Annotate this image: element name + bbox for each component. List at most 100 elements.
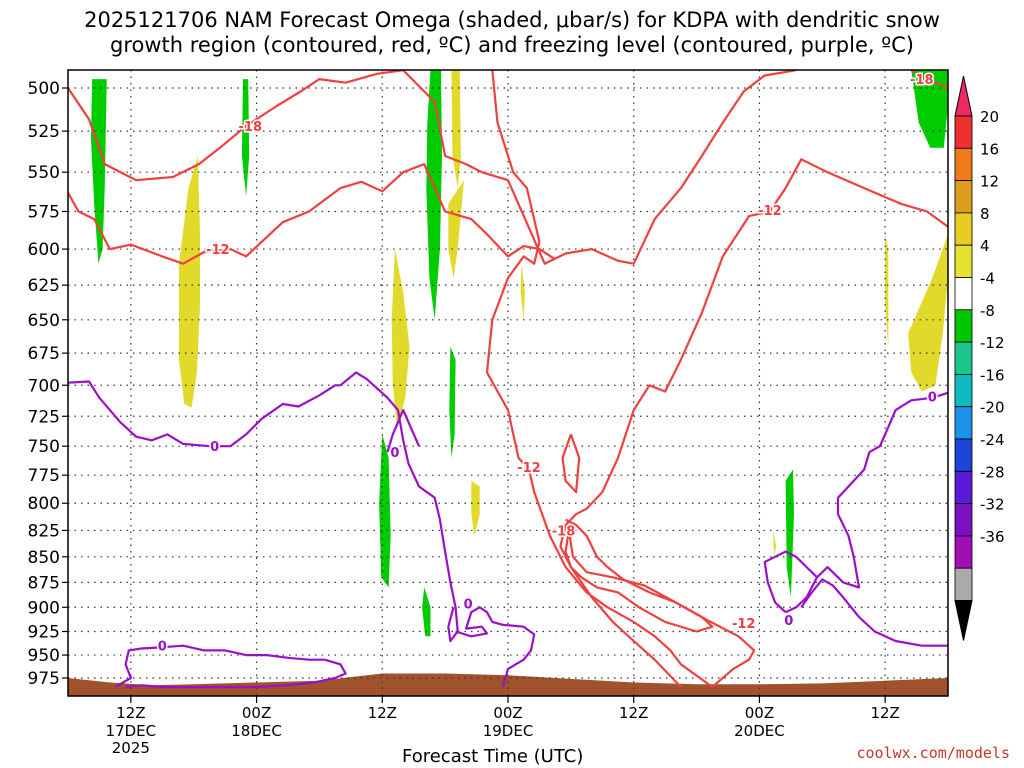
colorbar-box-3: [954, 180, 973, 214]
y-tick-label-575: 575: [28, 202, 60, 222]
y-tick-label-550: 550: [28, 163, 60, 183]
x-axis-label: Forecast Time (UTC): [402, 746, 584, 767]
colorbar-label-0: 20: [980, 108, 999, 126]
colorbar-label-6: -8: [980, 302, 995, 320]
contour-line-14: [800, 578, 948, 647]
colorbar-box-9: [954, 373, 973, 408]
credit-text: coolwx.com/models: [856, 744, 1010, 762]
omega-region-11: [520, 263, 525, 320]
omega-region-16: [911, 70, 948, 148]
colorbar-box-6: [954, 277, 973, 311]
omega-region-14: [885, 234, 889, 347]
y-tick-label-950: 950: [28, 646, 60, 666]
colorbar-label-1: 16: [980, 140, 999, 158]
omega-region-0: [91, 79, 107, 264]
x-tick-label-30: 12Z: [368, 704, 397, 722]
y-tick-label-750: 750: [28, 437, 60, 457]
terrain-shading: [68, 673, 948, 696]
y-tick-label-975: 975: [28, 669, 60, 689]
contour-line-9: [785, 391, 948, 614]
x-tick-label-6: 12Z: [116, 704, 145, 722]
x-tick-sublabel-42: 19DEC: [483, 722, 534, 740]
y-tick-label-525: 525: [28, 122, 60, 142]
y-tick-label-825: 825: [28, 521, 60, 541]
colorbar-label-8: -16: [980, 366, 1005, 384]
omega-region-2: [179, 156, 200, 408]
y-tick-label-800: 800: [28, 494, 60, 514]
contour-line-13: [114, 644, 347, 689]
contour-label-10: 0: [390, 446, 399, 461]
y-tick-label-500: 500: [28, 79, 60, 99]
contour-label-4: -12: [517, 461, 541, 476]
colorbar-bottom-triangle: [954, 600, 973, 641]
contour-line-7: [561, 434, 581, 494]
x-tick-label-78: 12Z: [870, 704, 899, 722]
colorbar-box-12: [954, 470, 973, 504]
contour-line-2: [68, 163, 556, 265]
colorbar-box-10: [954, 406, 973, 440]
colorbar-label-9: -20: [980, 399, 1005, 417]
x-tick-label-66: 00Z: [745, 704, 774, 722]
contour-label-3: -12: [758, 204, 782, 219]
contour-label-11: 0: [464, 597, 473, 612]
contour-line-10: [386, 409, 421, 453]
y-tick-label-625: 625: [28, 276, 60, 296]
y-tick-label-775: 775: [28, 466, 60, 486]
contour-line-6: [564, 530, 714, 633]
contour-line-11: [455, 606, 536, 688]
contour-label-13: 0: [158, 640, 167, 655]
x-tick-label-42: 00Z: [493, 704, 522, 722]
colorbar-box-8: [954, 341, 973, 375]
contour-label-12: 0: [784, 614, 793, 629]
contour-line-0: [68, 70, 797, 265]
omega-region-12: [785, 469, 794, 598]
contour-label-0: -18: [239, 120, 263, 135]
contour-line-1: [910, 70, 948, 90]
omega-region-10: [422, 587, 431, 637]
contour-line-12: [763, 550, 818, 614]
omega-region-13: [773, 530, 777, 557]
x-tick-sublabel-66: 20DEC: [734, 722, 785, 740]
y-tick-label-925: 925: [28, 622, 60, 642]
contour-label-9: 0: [928, 391, 937, 406]
colorbar-box-5: [954, 244, 973, 278]
y-tick-label-875: 875: [28, 573, 60, 593]
y-tick-label-675: 675: [28, 344, 60, 364]
colorbar-box-1: [954, 115, 973, 149]
colorbar-box-15: [954, 567, 973, 601]
x-tick-sublabel-6: 17DEC: [106, 722, 157, 740]
contour-label-1: -18: [910, 73, 934, 88]
colorbar-box-11: [954, 438, 973, 472]
omega-region-15: [908, 234, 948, 392]
colorbar-label-10: -24: [980, 431, 1005, 449]
contour-label-2: -12: [206, 243, 230, 258]
x-tick-label-54: 12Z: [619, 704, 648, 722]
contour-label-5: -12: [732, 617, 756, 632]
y-tick-label-850: 850: [28, 548, 60, 568]
colorbar-box-4: [954, 212, 973, 246]
y-tick-label-725: 725: [28, 407, 60, 427]
contour-line-5: [565, 518, 756, 688]
y-tick-label-700: 700: [28, 376, 60, 396]
omega-region-7: [448, 180, 464, 278]
omega-region-1: [241, 79, 250, 196]
contour-line-3: [559, 158, 948, 688]
x-tick-year-6: 2025: [112, 739, 150, 757]
contour-label-8: 0: [210, 440, 219, 455]
omega-region-8: [449, 346, 456, 458]
colorbar-label-4: 4: [980, 237, 990, 255]
omega-region-5: [426, 70, 442, 320]
colorbar-label-3: 8: [980, 205, 990, 223]
omega-region-9: [471, 480, 480, 536]
y-tick-label-650: 650: [28, 311, 60, 331]
y-tick-label-600: 600: [28, 240, 60, 260]
colorbar-label-5: -4: [980, 270, 995, 288]
colorbar-label-12: -32: [980, 496, 1005, 514]
colorbar-label-2: 12: [980, 173, 999, 191]
contour-line-8: [68, 371, 459, 643]
chart-title-line1: 2025121706 NAM Forecast Omega (shaded, μ…: [84, 8, 940, 32]
colorbar-top-triangle: [954, 75, 973, 117]
colorbar-label-11: -28: [980, 463, 1005, 481]
x-tick-sublabel-18: 18DEC: [231, 722, 282, 740]
